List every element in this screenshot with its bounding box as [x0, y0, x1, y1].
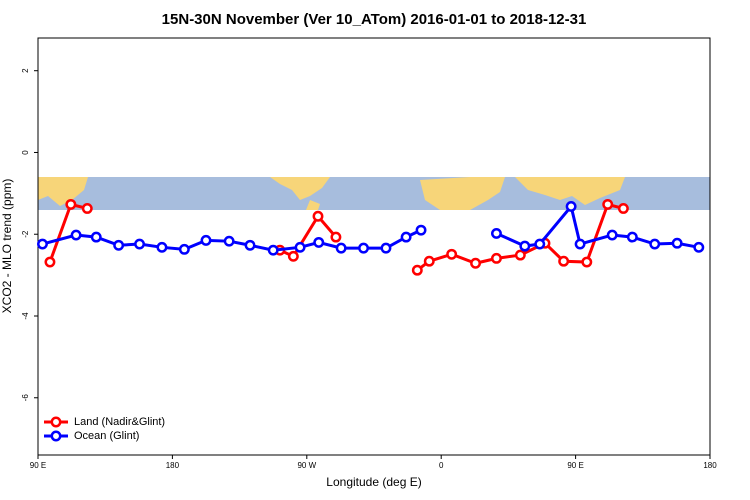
- point: [514, 249, 526, 261]
- point: [134, 238, 145, 250]
- point: [581, 256, 593, 268]
- x-tick-label: 90 E: [567, 461, 583, 470]
- point: [244, 239, 256, 251]
- point: [411, 264, 423, 276]
- point: [626, 231, 638, 243]
- x-tick-label: 90 W: [297, 461, 316, 470]
- point: [606, 229, 618, 241]
- legend-label: Ocean (Glint): [74, 430, 139, 442]
- point: [44, 256, 56, 268]
- point: [558, 255, 570, 267]
- y-tick-label: 0: [21, 150, 30, 155]
- point: [90, 231, 102, 243]
- point: [565, 200, 577, 212]
- point: [313, 236, 325, 248]
- x-axis-label: Longitude (deg E): [326, 475, 421, 489]
- point: [470, 257, 481, 269]
- x-tick-label: 180: [703, 461, 717, 470]
- point: [534, 238, 546, 250]
- chart-title: 15N-30N November (Ver 10_ATom) 2016-01-0…: [162, 11, 587, 28]
- point: [617, 203, 629, 214]
- point: [113, 239, 125, 251]
- point: [649, 238, 661, 250]
- point: [400, 231, 412, 243]
- point: [70, 229, 82, 241]
- point: [671, 237, 683, 249]
- point: [491, 227, 502, 239]
- x-tick-label: 90 E: [30, 461, 46, 470]
- point: [423, 255, 435, 267]
- point: [294, 241, 306, 253]
- point: [312, 210, 324, 222]
- y-tick-label: -6: [21, 394, 30, 402]
- point: [446, 248, 458, 260]
- point: [65, 198, 77, 210]
- point: [380, 242, 392, 254]
- point: [223, 235, 235, 247]
- y-tick-label: -4: [21, 312, 30, 320]
- point: [574, 238, 586, 250]
- point: [178, 243, 190, 255]
- point: [335, 242, 347, 254]
- point: [693, 241, 705, 253]
- point: [415, 224, 427, 236]
- point: [81, 203, 93, 214]
- y-tick-label: 2: [21, 68, 30, 73]
- point: [156, 241, 168, 253]
- point: [519, 240, 531, 252]
- y-axis-label: XCO2 - MLO trend (ppm): [0, 179, 14, 314]
- point: [200, 234, 212, 246]
- point: [602, 198, 614, 210]
- point: [491, 252, 502, 264]
- x-tick-label: 0: [439, 461, 444, 470]
- point: [287, 250, 299, 262]
- x-tick-label: 180: [166, 461, 180, 470]
- map-strip: [38, 177, 710, 210]
- y-tick-label: -2: [21, 230, 30, 238]
- legend-label: Land (Nadir&Glint): [74, 416, 165, 428]
- legend-marker: [50, 416, 62, 428]
- legend-marker: [50, 430, 62, 442]
- point: [267, 244, 279, 256]
- point: [37, 238, 48, 250]
- point: [358, 242, 369, 254]
- point: [330, 231, 342, 243]
